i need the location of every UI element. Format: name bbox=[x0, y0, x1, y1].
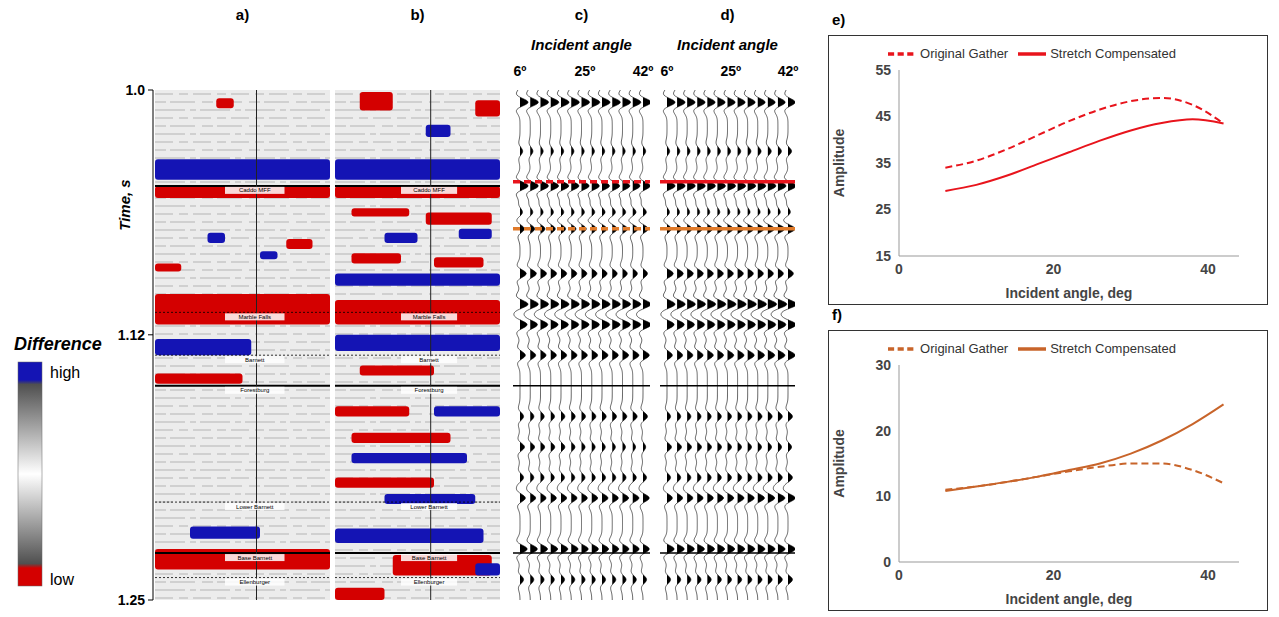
svg-text:40: 40 bbox=[1200, 261, 1216, 277]
svg-text:Ellenburger: Ellenburger bbox=[414, 579, 445, 585]
svg-text:1.12: 1.12 bbox=[118, 327, 145, 343]
svg-text:Forestburg: Forestburg bbox=[240, 387, 269, 393]
svg-text:6º: 6º bbox=[661, 63, 674, 79]
html-text:Stretch Compensated: Stretch Compensated bbox=[1050, 46, 1176, 62]
svg-text:Lower Barnett: Lower Barnett bbox=[410, 504, 448, 510]
html-text:Original Gather: Original Gather bbox=[920, 46, 1009, 62]
svg-text:Caddo MFF: Caddo MFF bbox=[239, 187, 271, 193]
svg-text:Marble Falls: Marble Falls bbox=[413, 314, 446, 320]
svg-text:0: 0 bbox=[895, 567, 903, 583]
svg-text:d): d) bbox=[720, 6, 734, 23]
svg-text:a): a) bbox=[236, 6, 249, 23]
svg-text:20: 20 bbox=[1046, 261, 1062, 277]
svg-text:1.25: 1.25 bbox=[118, 592, 145, 608]
html-text:Stretch Compensated: Stretch Compensated bbox=[1050, 341, 1176, 357]
svg-text:35: 35 bbox=[875, 155, 891, 171]
svg-text:b): b) bbox=[410, 6, 424, 23]
svg-text:high: high bbox=[50, 364, 80, 381]
svg-text:Incident angle, deg: Incident angle, deg bbox=[1006, 591, 1133, 607]
svg-text:30: 30 bbox=[875, 357, 891, 373]
svg-text:Base Barnett: Base Barnett bbox=[237, 555, 272, 561]
svg-text:20: 20 bbox=[1046, 567, 1062, 583]
svg-text:45: 45 bbox=[875, 108, 891, 124]
svg-text:Difference: Difference bbox=[14, 334, 102, 354]
svg-text:40: 40 bbox=[1200, 567, 1216, 583]
svg-text:1.0: 1.0 bbox=[126, 82, 146, 98]
svg-text:55: 55 bbox=[875, 62, 891, 78]
svg-text:Lower Barnett: Lower Barnett bbox=[236, 504, 274, 510]
svg-text:Forestburg: Forestburg bbox=[415, 387, 444, 393]
svg-text:Incident angle, deg: Incident angle, deg bbox=[1006, 285, 1133, 301]
svg-text:f): f) bbox=[832, 306, 842, 323]
svg-text:Marble Falls: Marble Falls bbox=[238, 314, 271, 320]
svg-text:25: 25 bbox=[875, 201, 891, 217]
svg-text:Amplitude: Amplitude bbox=[831, 129, 847, 198]
svg-text:Barnett: Barnett bbox=[245, 357, 265, 363]
svg-text:25º: 25º bbox=[575, 63, 596, 79]
svg-text:Time, s: Time, s bbox=[116, 179, 133, 230]
svg-text:42º: 42º bbox=[633, 63, 654, 79]
svg-text:Barnett: Barnett bbox=[419, 357, 439, 363]
html-text:Original Gather: Original Gather bbox=[920, 341, 1009, 357]
svg-text:Ellenburger: Ellenburger bbox=[239, 579, 270, 585]
svg-text:20: 20 bbox=[875, 423, 891, 439]
svg-text:Incident angle: Incident angle bbox=[531, 36, 632, 53]
svg-text:0: 0 bbox=[895, 261, 903, 277]
svg-text:c): c) bbox=[575, 6, 588, 23]
svg-text:25º: 25º bbox=[721, 63, 742, 79]
svg-text:42º: 42º bbox=[778, 63, 799, 79]
svg-text:15: 15 bbox=[875, 248, 891, 264]
svg-text:Base Barnett: Base Barnett bbox=[412, 555, 447, 561]
svg-text:e): e) bbox=[832, 11, 845, 28]
svg-text:Caddo MFF: Caddo MFF bbox=[413, 187, 445, 193]
svg-text:10: 10 bbox=[875, 488, 891, 504]
svg-text:6º: 6º bbox=[514, 63, 527, 79]
svg-text:Incident angle: Incident angle bbox=[677, 36, 778, 53]
svg-text:low: low bbox=[50, 571, 74, 588]
svg-text:Amplitude: Amplitude bbox=[831, 429, 847, 498]
svg-text:0: 0 bbox=[883, 554, 891, 570]
